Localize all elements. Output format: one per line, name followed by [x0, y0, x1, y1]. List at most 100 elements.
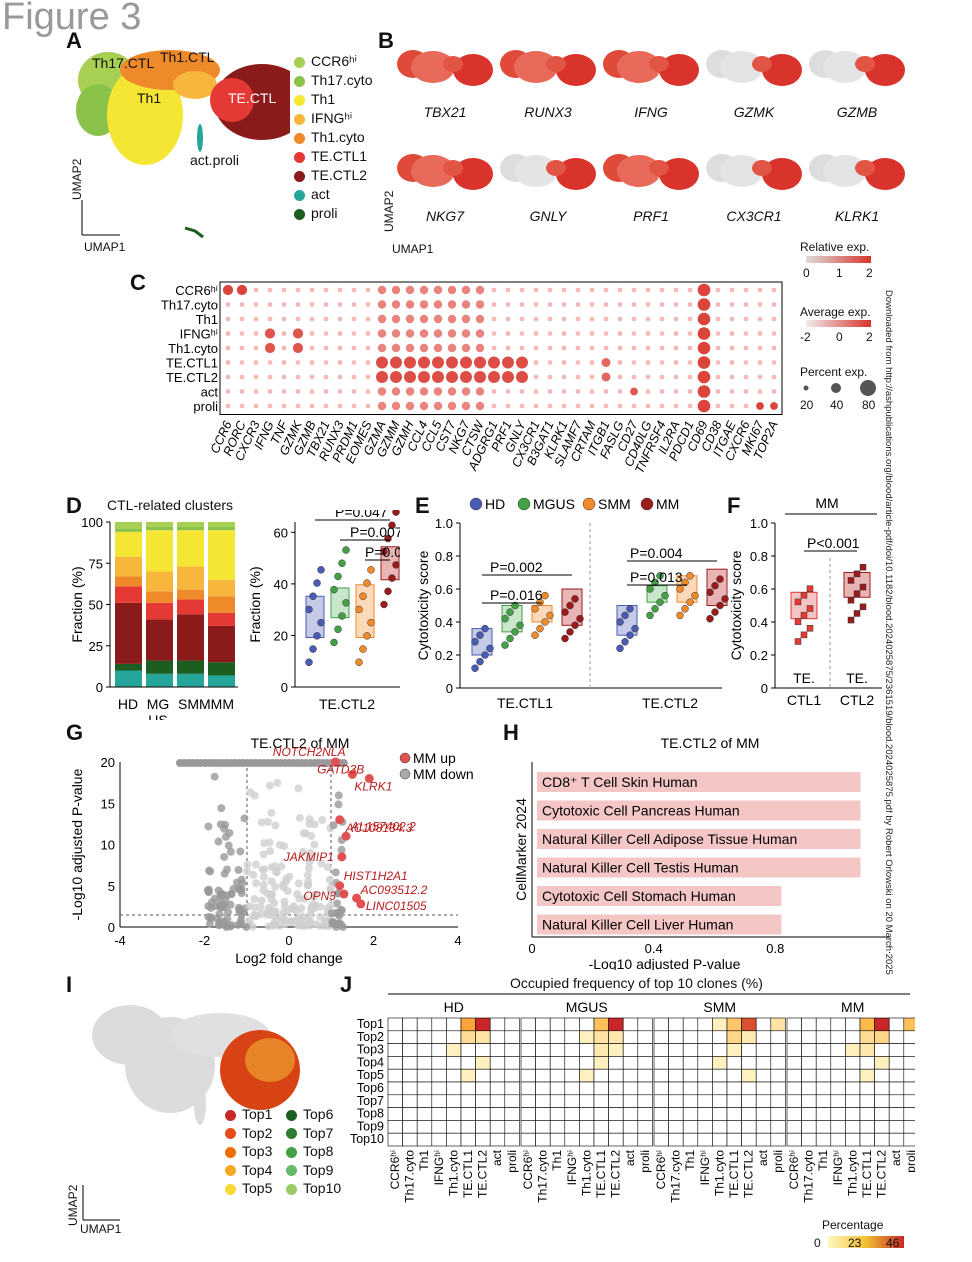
panel-label-a: A: [66, 28, 82, 53]
expression-dot: [475, 314, 485, 324]
heatmap-cell: [845, 1017, 861, 1032]
expression-dot: [697, 341, 711, 355]
legend-swatch: [294, 189, 305, 201]
heatmap-cell: [579, 1056, 595, 1070]
expression-dot: [561, 316, 567, 322]
heatmap-cell: [726, 1107, 742, 1121]
volcano-up-point: [337, 852, 347, 862]
expression-dot: [475, 387, 485, 396]
heatmap-cell: [608, 1043, 624, 1057]
stack-segment: [177, 589, 204, 600]
panel-label-e: E: [415, 493, 430, 518]
expression-dot: [687, 302, 693, 307]
heatmap-col-label: Th1.cyto: [845, 1150, 859, 1196]
box-point: [342, 599, 350, 607]
heatmap-cell: [903, 1107, 915, 1121]
e-ylabel: Cytotoxicity score: [415, 550, 431, 660]
legend-label: SMM: [598, 496, 631, 512]
expression-dot: [729, 287, 735, 293]
legend-label: Top6: [303, 1106, 334, 1122]
heatmap-cell: [668, 1094, 684, 1108]
expression-dot: [645, 331, 651, 336]
expression-dot: [337, 316, 343, 322]
volcano-up-point: [335, 881, 345, 891]
volcano-point: [257, 896, 266, 905]
expression-dot: [475, 300, 485, 309]
box-point: [536, 598, 544, 606]
row-label: TE.CTL2: [166, 370, 218, 385]
cytotoxicity-score-plot: 0 0.2 0.4 0.6 0.8 1.0 Cytotoxicity score HD MGUS…: [415, 496, 729, 711]
expression-dot: [281, 374, 287, 380]
expression-dot: [561, 374, 567, 380]
volcano-point: [266, 847, 275, 856]
heatmap-cell: [637, 1056, 653, 1070]
legend-label: TE.CTL1: [311, 148, 368, 164]
expression-dot: [295, 374, 301, 380]
heatmap-cell: [579, 1030, 595, 1044]
volcano-point: [243, 867, 252, 876]
volcano-point: [271, 907, 280, 916]
volcano-point: [236, 918, 245, 927]
umap-blob: [855, 56, 875, 72]
heatmap-cell: [726, 1068, 742, 1083]
heatmap-col-label: Th17.cyto: [403, 1150, 417, 1203]
box-point: [511, 628, 519, 636]
expression-dot: [475, 329, 485, 338]
heatmap-col-label: proli: [638, 1150, 652, 1173]
volcano-point: [280, 915, 289, 924]
volcano-point: [306, 848, 315, 857]
expression-dot: [673, 403, 679, 409]
heatmap-cell: [815, 1094, 832, 1108]
expression-dot: [377, 300, 387, 309]
enrichment-bar: [537, 857, 861, 878]
box-point: [616, 618, 624, 626]
heatmap-cell: [726, 1030, 742, 1044]
umap-clusters-plot: [76, 50, 290, 239]
heatmap-cell: [387, 1030, 403, 1044]
expression-dot: [351, 374, 357, 380]
expression-dot: [729, 389, 735, 394]
heatmap-cell: [460, 1094, 476, 1108]
heatmap-cell: [845, 1030, 861, 1044]
volcano-point: [204, 822, 213, 831]
expression-dot: [519, 389, 525, 394]
heatmap-cell: [888, 1068, 905, 1083]
expression-dot: [757, 374, 763, 380]
expression-dot: [267, 403, 273, 409]
gene-label: GZMB: [836, 104, 878, 120]
legend-label: Top8: [303, 1143, 334, 1159]
heatmap-cell: [579, 1043, 595, 1057]
volcano-up-point: [335, 815, 345, 825]
box-point: [711, 608, 719, 616]
heatmap-cell: [801, 1120, 817, 1134]
stack-segment: [208, 625, 235, 663]
expression-dot: [433, 343, 443, 353]
enrichment-bar: [537, 772, 861, 792]
expression-dot: [447, 401, 457, 411]
heatmap-cell: [903, 1094, 915, 1108]
heatmap-cell: [460, 1120, 476, 1134]
expression-dot: [601, 358, 611, 367]
p-value: P=0.047: [335, 510, 388, 520]
avg-tick-1: 0: [836, 330, 843, 344]
g-xtick: 2: [370, 933, 377, 948]
heatmap-cell: [622, 1043, 639, 1057]
row-label: IFNGʰⁱ: [180, 327, 218, 342]
expression-dot: [771, 360, 777, 365]
heatmap-cell: [535, 1068, 551, 1083]
expression-dot: [419, 401, 429, 411]
heatmap-cell: [741, 1120, 757, 1134]
heatmap-cell: [741, 1056, 757, 1070]
expression-dot: [446, 371, 458, 383]
expression-dot: [225, 389, 231, 394]
enrichment-label: CD8⁺ T Cell Skin Human: [542, 774, 697, 790]
box-point: [656, 572, 664, 580]
expression-dot: [757, 331, 763, 336]
expression-dot: [225, 345, 231, 351]
expression-dot: [337, 302, 343, 307]
heatmap-cell: [755, 1017, 772, 1032]
volcano-point: [318, 816, 327, 825]
heatmap-cell: [637, 1043, 653, 1057]
legend-label: MGUS: [533, 496, 575, 512]
cluster-legend-item: Th1.cyto: [294, 128, 372, 147]
